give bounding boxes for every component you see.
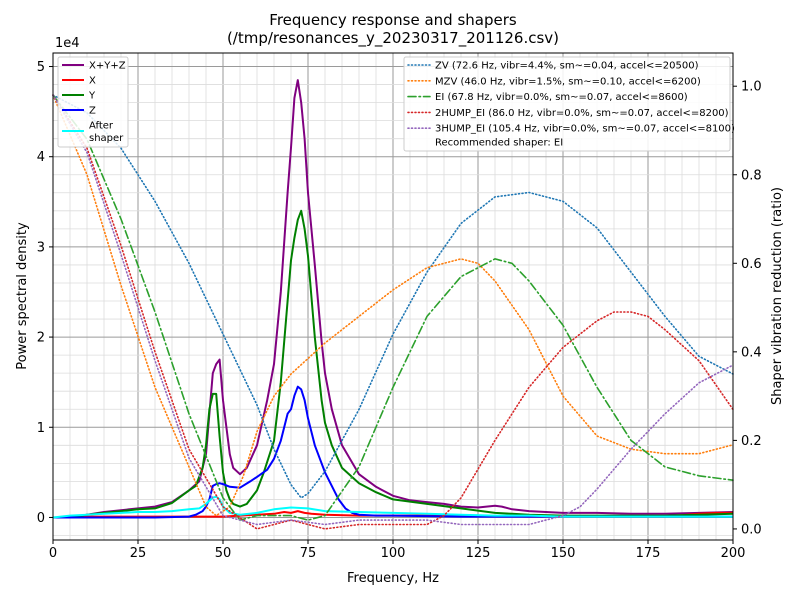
x-tick-label: 50 xyxy=(215,546,232,561)
x-tick-label: 100 xyxy=(381,546,406,561)
y2-tick-label: 0.8 xyxy=(741,168,762,183)
x-tick-label: 0 xyxy=(49,546,57,561)
y2-tick-label: 1.0 xyxy=(741,80,762,95)
x-axis-ticks: 0 25 50 75 100 125 150 175 200 xyxy=(49,540,746,561)
y-tick-label: 1 xyxy=(37,421,45,436)
y2-tick-label: 0.0 xyxy=(741,522,762,537)
x-tick-label: 200 xyxy=(721,546,746,561)
shaper-line-2hump-ei xyxy=(52,94,734,530)
psd-lines xyxy=(52,79,734,519)
y2-tick-label: 0.6 xyxy=(741,257,762,272)
y2-axis-label: Shaper vibration reduction (ratio) xyxy=(770,187,785,405)
y-tick-label: 0 xyxy=(37,511,45,526)
legend-shapers-items: ZV (72.6 Hz, vibr=4.4%, sm~=0.04, accel<… xyxy=(407,61,735,135)
legend-label-x: X xyxy=(89,76,96,87)
shaper-line-3hump-ei xyxy=(52,94,734,526)
y-axis-ticks: 0 1 2 3 4 5 xyxy=(37,60,53,526)
y-tick-label: 2 xyxy=(37,331,45,346)
y2-tick-label: 0.2 xyxy=(741,434,762,449)
legend-recommended-shaper: Recommended shaper: EI xyxy=(435,138,563,149)
legend-label-mzv: MZV (46.0 Hz, vibr=1.5%, sm~=0.10, accel… xyxy=(435,76,701,87)
y-tick-label: 5 xyxy=(37,60,45,75)
x-tick-label: 175 xyxy=(636,546,661,561)
x-axis-label: Frequency, Hz xyxy=(347,571,439,586)
y-tick-label: 3 xyxy=(37,240,45,255)
y-axis-label: Power spectral density xyxy=(15,222,30,370)
shaper-lines xyxy=(52,94,734,530)
chart-title-line2: (/tmp/resonances_y_20230317_201126.csv) xyxy=(227,29,559,48)
psd-line-y xyxy=(53,209,734,519)
legend-shapers-box xyxy=(403,56,731,152)
legend-label-after-shaper-line1: After xyxy=(89,121,114,132)
legend-shapers: ZV (72.6 Hz, vibr=4.4%, sm~=0.04, accel<… xyxy=(403,56,735,152)
shaper-line-zv xyxy=(52,94,734,499)
legend-label-y: Y xyxy=(88,91,96,102)
chart-title-line1: Frequency response and shapers xyxy=(269,11,517,29)
x-tick-label: 125 xyxy=(466,546,491,561)
legend-label-3hump-ei: 3HUMP_EI (105.4 Hz, vibr=0.0%, sm~=0.07,… xyxy=(435,124,735,135)
legend-label-2hump-ei: 2HUMP_EI (86.0 Hz, vibr=0.0%, sm~=0.07, … xyxy=(435,108,729,119)
shaper-line-ei xyxy=(52,94,734,522)
psd-line-after-shaper xyxy=(52,495,733,519)
legend-label-after-shaper-line2: shaper xyxy=(89,133,124,144)
y-scale-label: 1e4 xyxy=(55,36,80,51)
y-tick-label: 4 xyxy=(37,150,45,165)
y2-axis-ticks: 0.0 0.2 0.4 0.6 0.8 1.0 xyxy=(733,80,762,537)
legend-label-xyz: X+Y+Z xyxy=(89,61,126,72)
legend-label-z: Z xyxy=(89,106,96,117)
legend-label-zv: ZV (72.6 Hz, vibr=4.4%, sm~=0.04, accel<… xyxy=(435,61,699,72)
x-tick-label: 75 xyxy=(300,546,317,561)
x-tick-label: 25 xyxy=(130,546,147,561)
legend-psd: X+Y+Z X Y Z After shaper xyxy=(57,56,129,148)
x-tick-label: 150 xyxy=(551,546,576,561)
y2-tick-label: 0.4 xyxy=(741,345,762,360)
legend-label-ei: EI (67.8 Hz, vibr=0.0%, sm~=0.07, accel<… xyxy=(435,92,688,103)
legend-psd-items: X+Y+Z X Y Z After shaper xyxy=(62,61,126,144)
psd-line-z xyxy=(53,385,733,519)
shaper-line-mzv xyxy=(52,94,734,517)
